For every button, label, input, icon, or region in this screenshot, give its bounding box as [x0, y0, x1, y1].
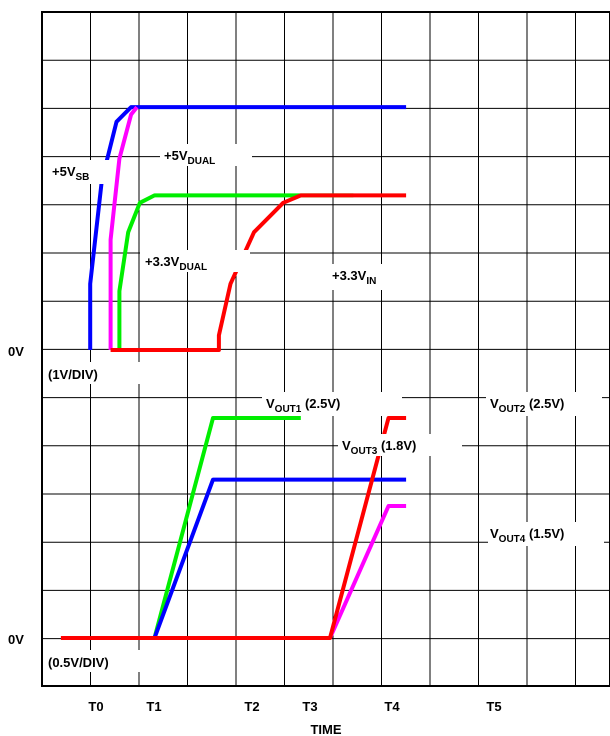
label-3v3-dual: +3.3VDUAL: [145, 254, 207, 273]
chart-labels: +5VSB +5VDUAL +3.3VDUAL +3.3VIN 0V (1V/DIV) VO…: [8, 144, 604, 736]
x-tick-label-t3: T3: [302, 699, 317, 714]
top-baseline-label: 0V: [8, 344, 24, 359]
label-background: [488, 522, 604, 546]
label-vout2: VOUT2 (2.5V): [490, 396, 564, 415]
top-series-sb: [88, 105, 407, 350]
label-background: [160, 144, 252, 166]
label-background: [48, 160, 110, 184]
bottom-series-out1: [152, 416, 301, 639]
bottom-baseline-label: 0V: [8, 632, 24, 647]
label-vout3: VOUT3 (1.8V): [342, 438, 416, 457]
label-background: [140, 250, 250, 272]
bottom-series-out2: [60, 416, 407, 640]
bottom-series-out4: [328, 504, 407, 639]
x-tick-label-t0: T0: [88, 699, 103, 714]
bottom-scale-label: (0.5V/DIV): [48, 655, 109, 670]
label-background: [486, 392, 602, 416]
label-3v3-in: +3.3VIN: [332, 268, 376, 287]
label-background: [338, 434, 462, 456]
x-tick-label-t5: T5: [486, 699, 501, 714]
label-5v-dual: +5VDUAL: [164, 148, 215, 167]
top-series-dual: [108, 105, 139, 350]
x-axis-label: TIME: [310, 722, 341, 736]
label-background: [328, 264, 400, 290]
x-tick-label-t4: T4: [384, 699, 400, 714]
label-background: [44, 650, 162, 672]
x-tick-label-t2: T2: [244, 699, 259, 714]
label-vout4: VOUT4 (1.5V): [490, 526, 564, 545]
bottom-series-out3: [152, 477, 407, 639]
x-tick-label-t1: T1: [146, 699, 161, 714]
label-background: [44, 362, 142, 384]
top-series-dual: [117, 193, 354, 350]
top-scale-label: (1V/DIV): [48, 367, 98, 382]
label-background: [262, 392, 402, 416]
label-vout1: VOUT1 (2.5V): [266, 396, 340, 415]
label-5v-sb: +5VSB: [52, 164, 89, 183]
